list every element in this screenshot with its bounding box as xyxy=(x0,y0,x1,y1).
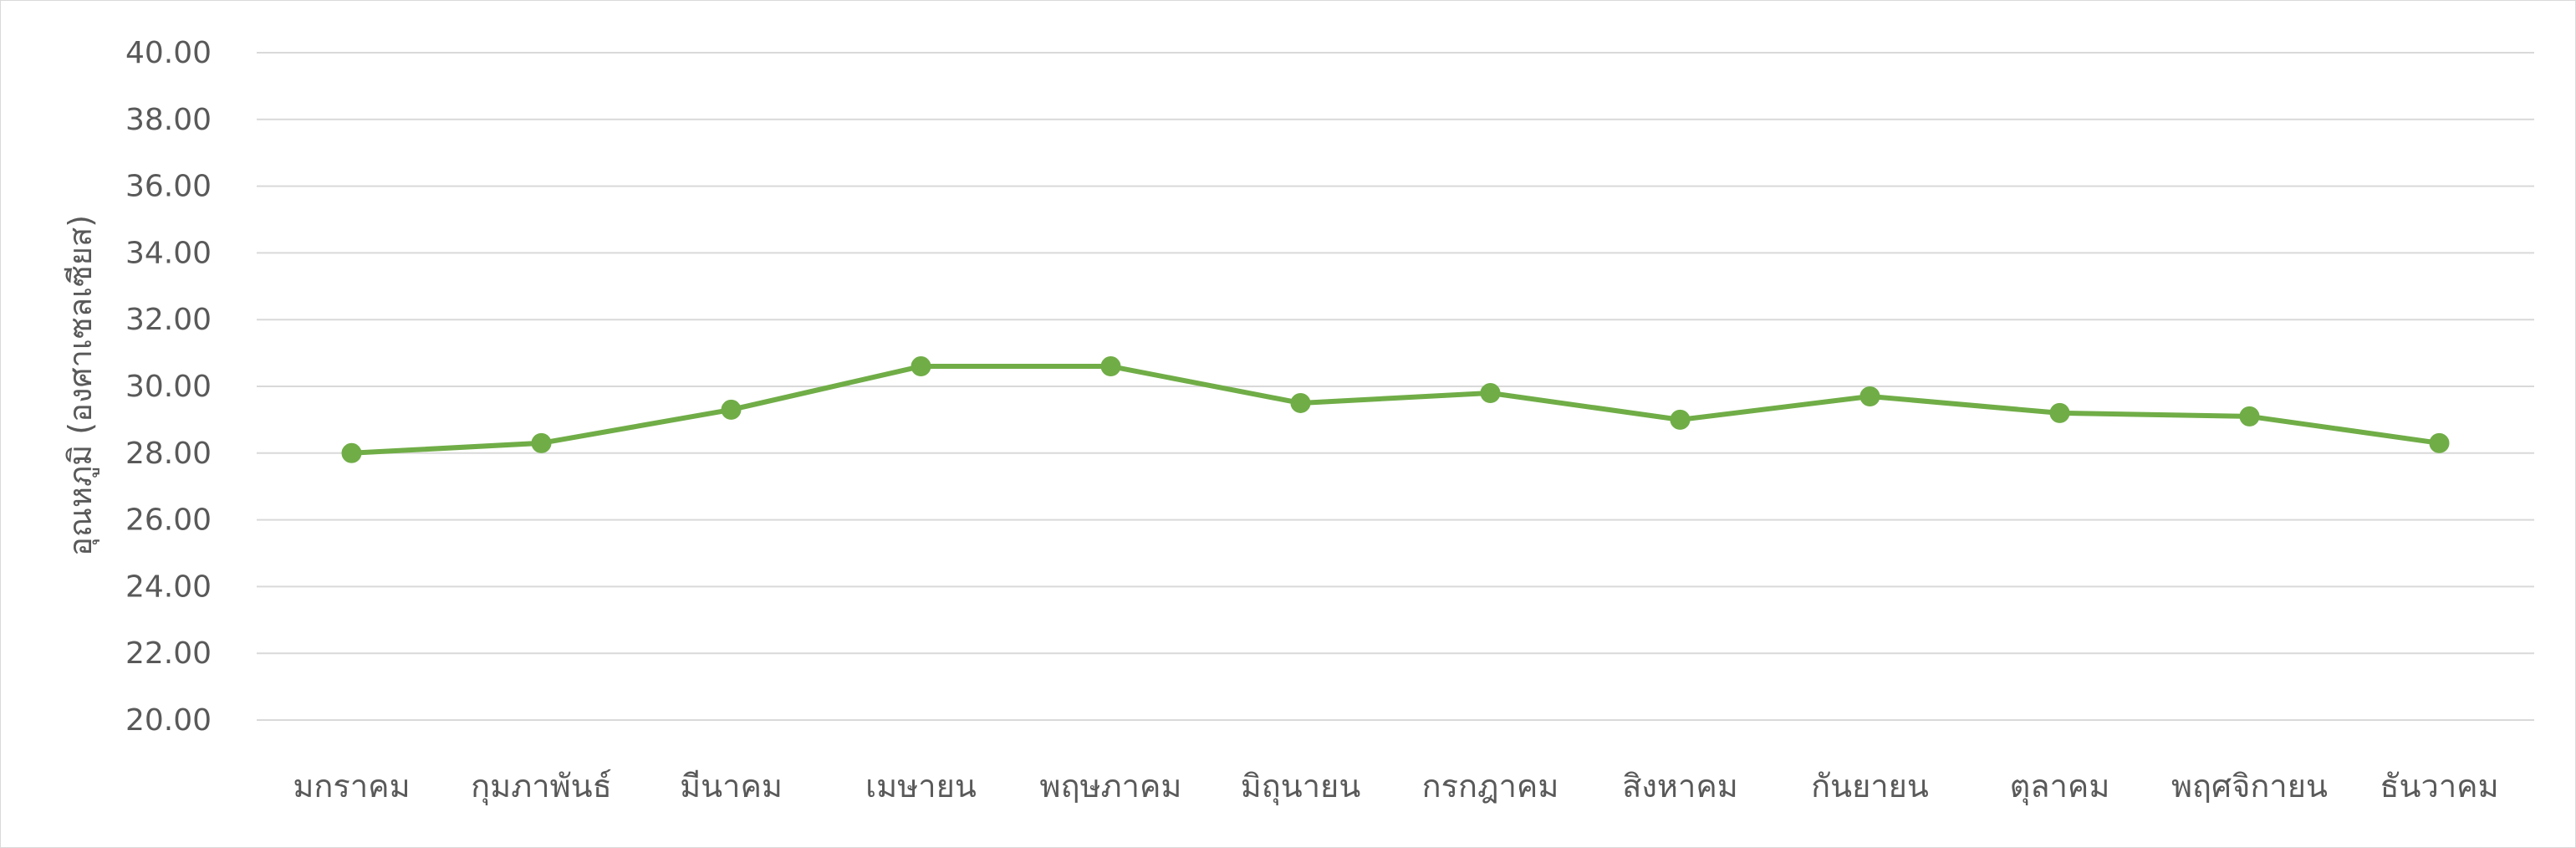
x-category-label: มกราคม xyxy=(293,768,410,805)
y-tick-label: 30.00 xyxy=(125,370,212,404)
temperature-data-point xyxy=(2429,432,2450,453)
y-tick-label: 20.00 xyxy=(125,703,212,738)
x-category-label: สิงหาคม xyxy=(1622,768,1738,805)
series-layer xyxy=(341,356,2450,463)
temperature-data-point xyxy=(1670,409,1691,430)
temperature-data-point xyxy=(2239,406,2260,427)
temperature-data-point xyxy=(2049,402,2070,423)
y-tick-label: 40.00 xyxy=(125,36,212,70)
temperature-data-point xyxy=(1100,356,1121,377)
x-category-label: กันยายน xyxy=(1811,768,1929,805)
temperature-data-point xyxy=(721,399,742,420)
y-tick-label: 32.00 xyxy=(125,303,212,337)
temperature-data-point xyxy=(1859,386,1880,406)
x-category-label: มิถุนายน xyxy=(1241,768,1361,805)
y-tick-label: 28.00 xyxy=(125,437,212,471)
temperature-data-point xyxy=(531,432,552,453)
temperature-series-line xyxy=(349,364,2442,456)
y-tick-label: 22.00 xyxy=(125,636,212,671)
y-tick-label: 36.00 xyxy=(125,170,212,204)
x-category-label: เมษายน xyxy=(865,768,977,805)
x-category-label: พฤษภาคม xyxy=(1040,768,1182,805)
y-tick-label: 24.00 xyxy=(125,570,212,604)
y-tick-label: 26.00 xyxy=(125,503,212,538)
y-tick-label: 34.00 xyxy=(125,236,212,270)
x-category-label: พฤศจิกายน xyxy=(2171,768,2328,805)
y-tick-label: 38.00 xyxy=(125,103,212,137)
y-axis-ticks: 20.00 22.00 24.00 26.00 28.00 30.00 32.00 34.00… xyxy=(125,36,212,738)
x-axis-labels: มกราคม กุมภาพันธ์ มีนาคม เมษายน พฤษภาคม มิถุน… xyxy=(293,768,2498,805)
y-axis-title: อุณหภูมิ (องศาเซลเซียส) xyxy=(62,215,99,556)
x-category-label: กรกฎาคม xyxy=(1422,768,1559,805)
temperature-data-point xyxy=(341,442,362,463)
x-category-label: ธันวาคม xyxy=(2380,768,2498,805)
temperature-data-point xyxy=(1290,392,1311,413)
x-category-label: ตุลาคม xyxy=(2010,768,2110,805)
temperature-data-point xyxy=(911,356,931,377)
x-category-label: กุมภาพันธ์ xyxy=(471,768,612,805)
x-category-label: มีนาคม xyxy=(680,768,783,805)
gridlines xyxy=(257,52,2534,721)
temperature-data-point xyxy=(1480,382,1501,403)
